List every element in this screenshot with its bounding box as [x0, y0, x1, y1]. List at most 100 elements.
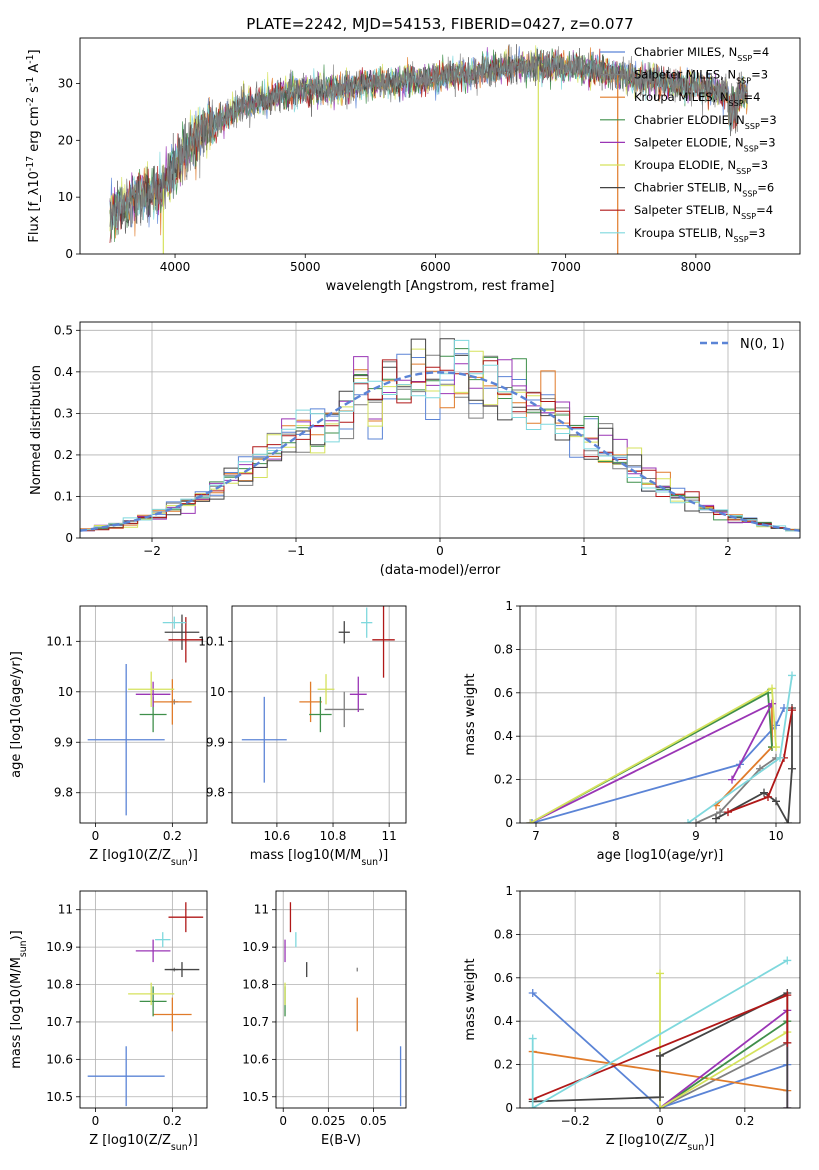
mw-vs-age-series-line — [695, 757, 777, 823]
mw-vs-z-point-marker — [783, 991, 792, 1000]
mw-vs-z-series-line — [659, 1020, 788, 1108]
mw-vs-age-ytick-label: 0.8 — [494, 642, 513, 656]
age-vs-mass-frame — [231, 605, 407, 824]
mw-vs-age-point-marker — [760, 788, 768, 797]
mass-vs-z-ytick-label: 10.8 — [46, 978, 73, 992]
age-vs-mass-xlabel-part: mass [log10(M/M — [250, 848, 362, 863]
age-vs-z-ylabel: age [log10(age/yr)] — [9, 651, 24, 778]
legend-entry-count: =4 — [752, 45, 769, 59]
age-vs-z-frame — [79, 605, 208, 824]
mass-vs-ebv-ytick-label: 10.7 — [242, 1015, 269, 1029]
mass-vs-ebv-ytick-label: 10.5 — [242, 1090, 269, 1104]
mw-vs-age-series-line — [531, 707, 785, 823]
legend-entry-name: Chabrier ELODIE, N — [634, 113, 745, 127]
mw-vs-age-point-marker — [724, 808, 732, 817]
residual-ytick-label: 0 — [65, 531, 73, 545]
mw-vs-z-ytick-label: 0 — [505, 1101, 513, 1115]
mw-vs-age-point-marker — [764, 792, 772, 801]
mw-vs-z-point-marker — [783, 1038, 792, 1047]
age-vs-mass-xlabel-part: )] — [378, 848, 388, 863]
mw-vs-age-xlabel: age [log10(age/yr)] — [597, 848, 724, 863]
mw-vs-age-point-marker — [768, 684, 776, 693]
spectrum-ylabel-script: -17 — [25, 156, 36, 171]
mass-vs-ebv-xtick-label: 0.05 — [360, 1114, 387, 1128]
mass-vs-z-xlabel-script: sun — [171, 1142, 188, 1153]
residual-xtick-label: −1 — [287, 544, 305, 558]
mw-vs-age-point-marker — [788, 706, 796, 715]
mass-vs-z-xlabel-part: Z [log10(Z/Z — [89, 1133, 171, 1148]
mass-vs-ebv-xlabel-part: E(B-V) — [321, 1133, 361, 1148]
residual-ylabel: Normed distribution — [29, 365, 44, 495]
residual-frame — [79, 321, 801, 539]
mw-vs-age-point-marker — [684, 819, 692, 823]
legend-entry: Salpeter STELIB, NSSP=4 — [634, 203, 773, 221]
spectrum-xtick-label: 8000 — [681, 260, 712, 274]
legend-entry-sub: SSP — [736, 167, 751, 176]
legend-entry-name: Chabrier STELIB, N — [634, 181, 742, 195]
spectrum-ytick-label: 20 — [58, 133, 73, 147]
legend-entry-count: =3 — [759, 135, 776, 149]
mw-vs-age-point-marker — [788, 764, 796, 773]
age-vs-mass-xtick-label: 11 — [382, 829, 397, 843]
legend-entry-count: =4 — [756, 203, 773, 217]
spectrum-panel: 4000 5000 6000 7000 8000 0 10 20 30 wavelength [A… — [25, 37, 801, 294]
mw-vs-age-xtick-label: 10 — [768, 829, 783, 843]
mw-vs-z-series-line — [532, 992, 788, 1108]
mass-vs-ebv-xtick-label: 0.025 — [311, 1114, 345, 1128]
mass-vs-z-ylabel-part: mass [log10(M/M — [9, 957, 24, 1069]
mw-vs-age-ytick-label: 0 — [505, 816, 513, 830]
residual-xtick-label: 2 — [724, 544, 732, 558]
mw-vs-z-ylabel-part: mass weight — [463, 958, 478, 1040]
mass-vs-z-plot-area — [87, 902, 204, 1107]
age-vs-z-ytick-label: 10.1 — [46, 634, 73, 648]
spectrum-frame — [79, 37, 801, 255]
spectrum-ylabel-part: ] — [27, 49, 42, 54]
spectrum-ytick-label: 10 — [58, 190, 73, 204]
legend-entry: Kroupa MILES, NSSP=4 — [634, 90, 760, 108]
spectrum-model-line — [109, 46, 749, 243]
legend-entry-sub: SSP — [734, 234, 749, 243]
residual-plot-area — [80, 338, 800, 538]
spectrum-xtick-label: 7000 — [550, 260, 581, 274]
mw-vs-age-ytick-label: 1 — [505, 599, 513, 613]
age-vs-z-xlabel-script: sun — [171, 857, 188, 868]
mw-vs-age-point-marker — [772, 743, 780, 752]
mw-vs-z-point-marker — [656, 1051, 664, 1060]
mw-vs-age-point-marker — [692, 819, 700, 823]
mw-vs-age-point-marker — [728, 775, 736, 784]
mw-vs-age-frame — [519, 605, 801, 824]
mw-vs-z-xlabel: Z [log10(Z/Zsun)] — [606, 1133, 715, 1153]
residual-xlabel-part: (data-model)/error — [380, 563, 501, 578]
mass-vs-z-xlabel: Z [log10(Z/Zsun)] — [89, 1133, 198, 1153]
age-vs-z-ytick-label: 10 — [58, 685, 73, 699]
mw-vs-age-point-marker — [772, 797, 780, 806]
age-vs-mass-ytick-label: 9.9 — [206, 735, 225, 749]
mw-vs-z-ytick-label: 0.6 — [494, 971, 513, 985]
spectrum-ylabel-part: Flux [f_λ10 — [27, 171, 42, 243]
legend-entry: Chabrier MILES, NSSP=4 — [634, 45, 769, 63]
spectrum-ylabel-part: A — [27, 64, 42, 77]
mass-vs-z-ylabel-script: sun — [18, 940, 29, 957]
mass-vs-ebv-xlabel: E(B-V) — [321, 1133, 361, 1148]
mass-vs-ebv-panel: 0 0.025 0.05 10.5 10.6 10.7 10.8 10.9 11 E(B-V) — [242, 890, 407, 1148]
mass-vs-z-frame — [79, 890, 208, 1109]
legend-entry: Kroupa ELODIE, NSSP=3 — [634, 158, 768, 176]
age-vs-z-xlabel: Z [log10(Z/Zsun)] — [89, 848, 198, 868]
legend-entry-sub: SSP — [745, 121, 760, 130]
mw-vs-z-xlabel-script: sun — [687, 1142, 704, 1153]
mw-vs-age-series-line — [727, 710, 793, 813]
age-vs-z-ytick-label: 9.8 — [54, 786, 73, 800]
spectrum-ytick-label: 30 — [58, 76, 73, 90]
mw-vs-age-point-marker — [776, 753, 784, 762]
mw-vs-z-series-line — [659, 1042, 788, 1108]
mw-vs-age-xtick-label: 7 — [532, 829, 540, 843]
age-vs-z-xlabel-part: Z [log10(Z/Z — [89, 848, 171, 863]
mw-vs-z-series-line — [531, 959, 788, 1108]
legend-entry: Chabrier STELIB, NSSP=6 — [634, 181, 774, 199]
spectrum-ylabel: Flux [f_λ10-17 erg cm-2 s-1 A-1] — [25, 49, 43, 242]
age-vs-z-xtick-label: 0.2 — [163, 829, 182, 843]
mass-vs-z-ytick-label: 11 — [58, 903, 73, 917]
age-vs-mass-ytick-label: 9.8 — [206, 786, 225, 800]
spectrum-ylabel-script: -1 — [25, 77, 36, 86]
